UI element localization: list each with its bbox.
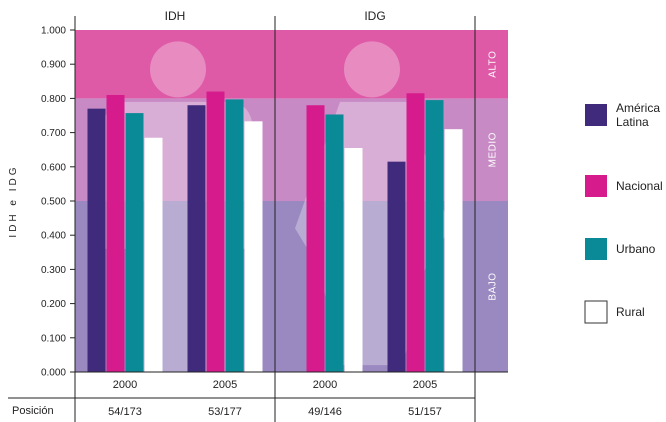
bar-idg-2000-nacional bbox=[306, 105, 325, 373]
female-silhouette-head bbox=[344, 41, 400, 98]
legend: América Latina Nacional Urbano Rural bbox=[584, 101, 663, 324]
band-alto bbox=[75, 30, 508, 99]
position-value: 51/157 bbox=[408, 406, 442, 418]
bar-idg-2005-urbano bbox=[425, 100, 444, 373]
bar-idh-2005-rural bbox=[244, 121, 263, 373]
bar-idh-2000-américa-latina bbox=[87, 108, 106, 372]
legend-swatch-nacional bbox=[585, 175, 607, 197]
y-tick-label: 1.000 bbox=[41, 26, 66, 37]
legend-swatch-urbano bbox=[585, 238, 607, 260]
bar-idg-2005-rural bbox=[444, 129, 463, 372]
band-label-bajo: BAJO bbox=[488, 272, 499, 300]
y-tick-label: 0.600 bbox=[41, 162, 66, 173]
panel-title-idh: IDH bbox=[165, 9, 186, 23]
y-tick-label: 0.800 bbox=[41, 94, 66, 105]
band-label-alto: ALTO bbox=[488, 51, 499, 78]
year-label: 2000 bbox=[113, 379, 137, 391]
bar-idh-2005-américa-latina bbox=[187, 105, 206, 373]
bar-idg-2005-nacional bbox=[406, 93, 425, 373]
y-tick-label: 0.300 bbox=[41, 265, 66, 276]
year-label: 2000 bbox=[313, 379, 337, 391]
position-value: 54/173 bbox=[108, 406, 142, 418]
legend-swatch-américa-latina bbox=[585, 104, 607, 126]
bar-idg-2005-américa-latina bbox=[387, 161, 406, 372]
text-layer: BAJO MEDIO ALTO 0.000 0.100 0.200 0.300 0.400 0.… bbox=[8, 9, 499, 418]
y-tick-label: 0.700 bbox=[41, 128, 66, 139]
position-value: 49/146 bbox=[308, 406, 342, 418]
bar-idh-2005-nacional bbox=[206, 91, 225, 372]
bar-idh-2000-rural bbox=[144, 137, 163, 372]
panel-title-idg: IDG bbox=[364, 9, 385, 23]
y-tick-label: 0.000 bbox=[41, 368, 66, 379]
legend-label: Rural bbox=[616, 305, 645, 319]
legend-label: Nacional bbox=[616, 179, 663, 193]
male-silhouette-head bbox=[150, 41, 206, 98]
bar-idg-2000-urbano bbox=[325, 114, 344, 372]
bar-idh-2000-urbano bbox=[125, 113, 144, 372]
y-tick-label: 0.400 bbox=[41, 231, 66, 242]
bar-idh-2005-urbano bbox=[225, 99, 244, 373]
position-label: Posición bbox=[12, 405, 54, 417]
y-axis-title: IDH e IDG bbox=[8, 164, 19, 237]
y-tick-label: 0.200 bbox=[41, 299, 66, 310]
y-tick-label: 0.500 bbox=[41, 197, 66, 208]
y-tick-label: 0.100 bbox=[41, 333, 66, 344]
year-label: 2005 bbox=[413, 379, 437, 391]
legend-label: América Latina bbox=[616, 101, 660, 129]
bar-idh-2000-nacional bbox=[106, 94, 125, 372]
y-tick-label: 0.900 bbox=[41, 60, 66, 71]
bars-layer bbox=[87, 91, 463, 373]
bar-idg-2000-rural bbox=[344, 147, 363, 372]
legend-swatch-rural bbox=[584, 300, 608, 324]
year-label: 2005 bbox=[213, 379, 237, 391]
position-value: 53/177 bbox=[208, 406, 242, 418]
axes-layer bbox=[8, 16, 508, 422]
band-label-medio: MEDIO bbox=[488, 132, 499, 167]
legend-label: Urbano bbox=[616, 242, 656, 256]
